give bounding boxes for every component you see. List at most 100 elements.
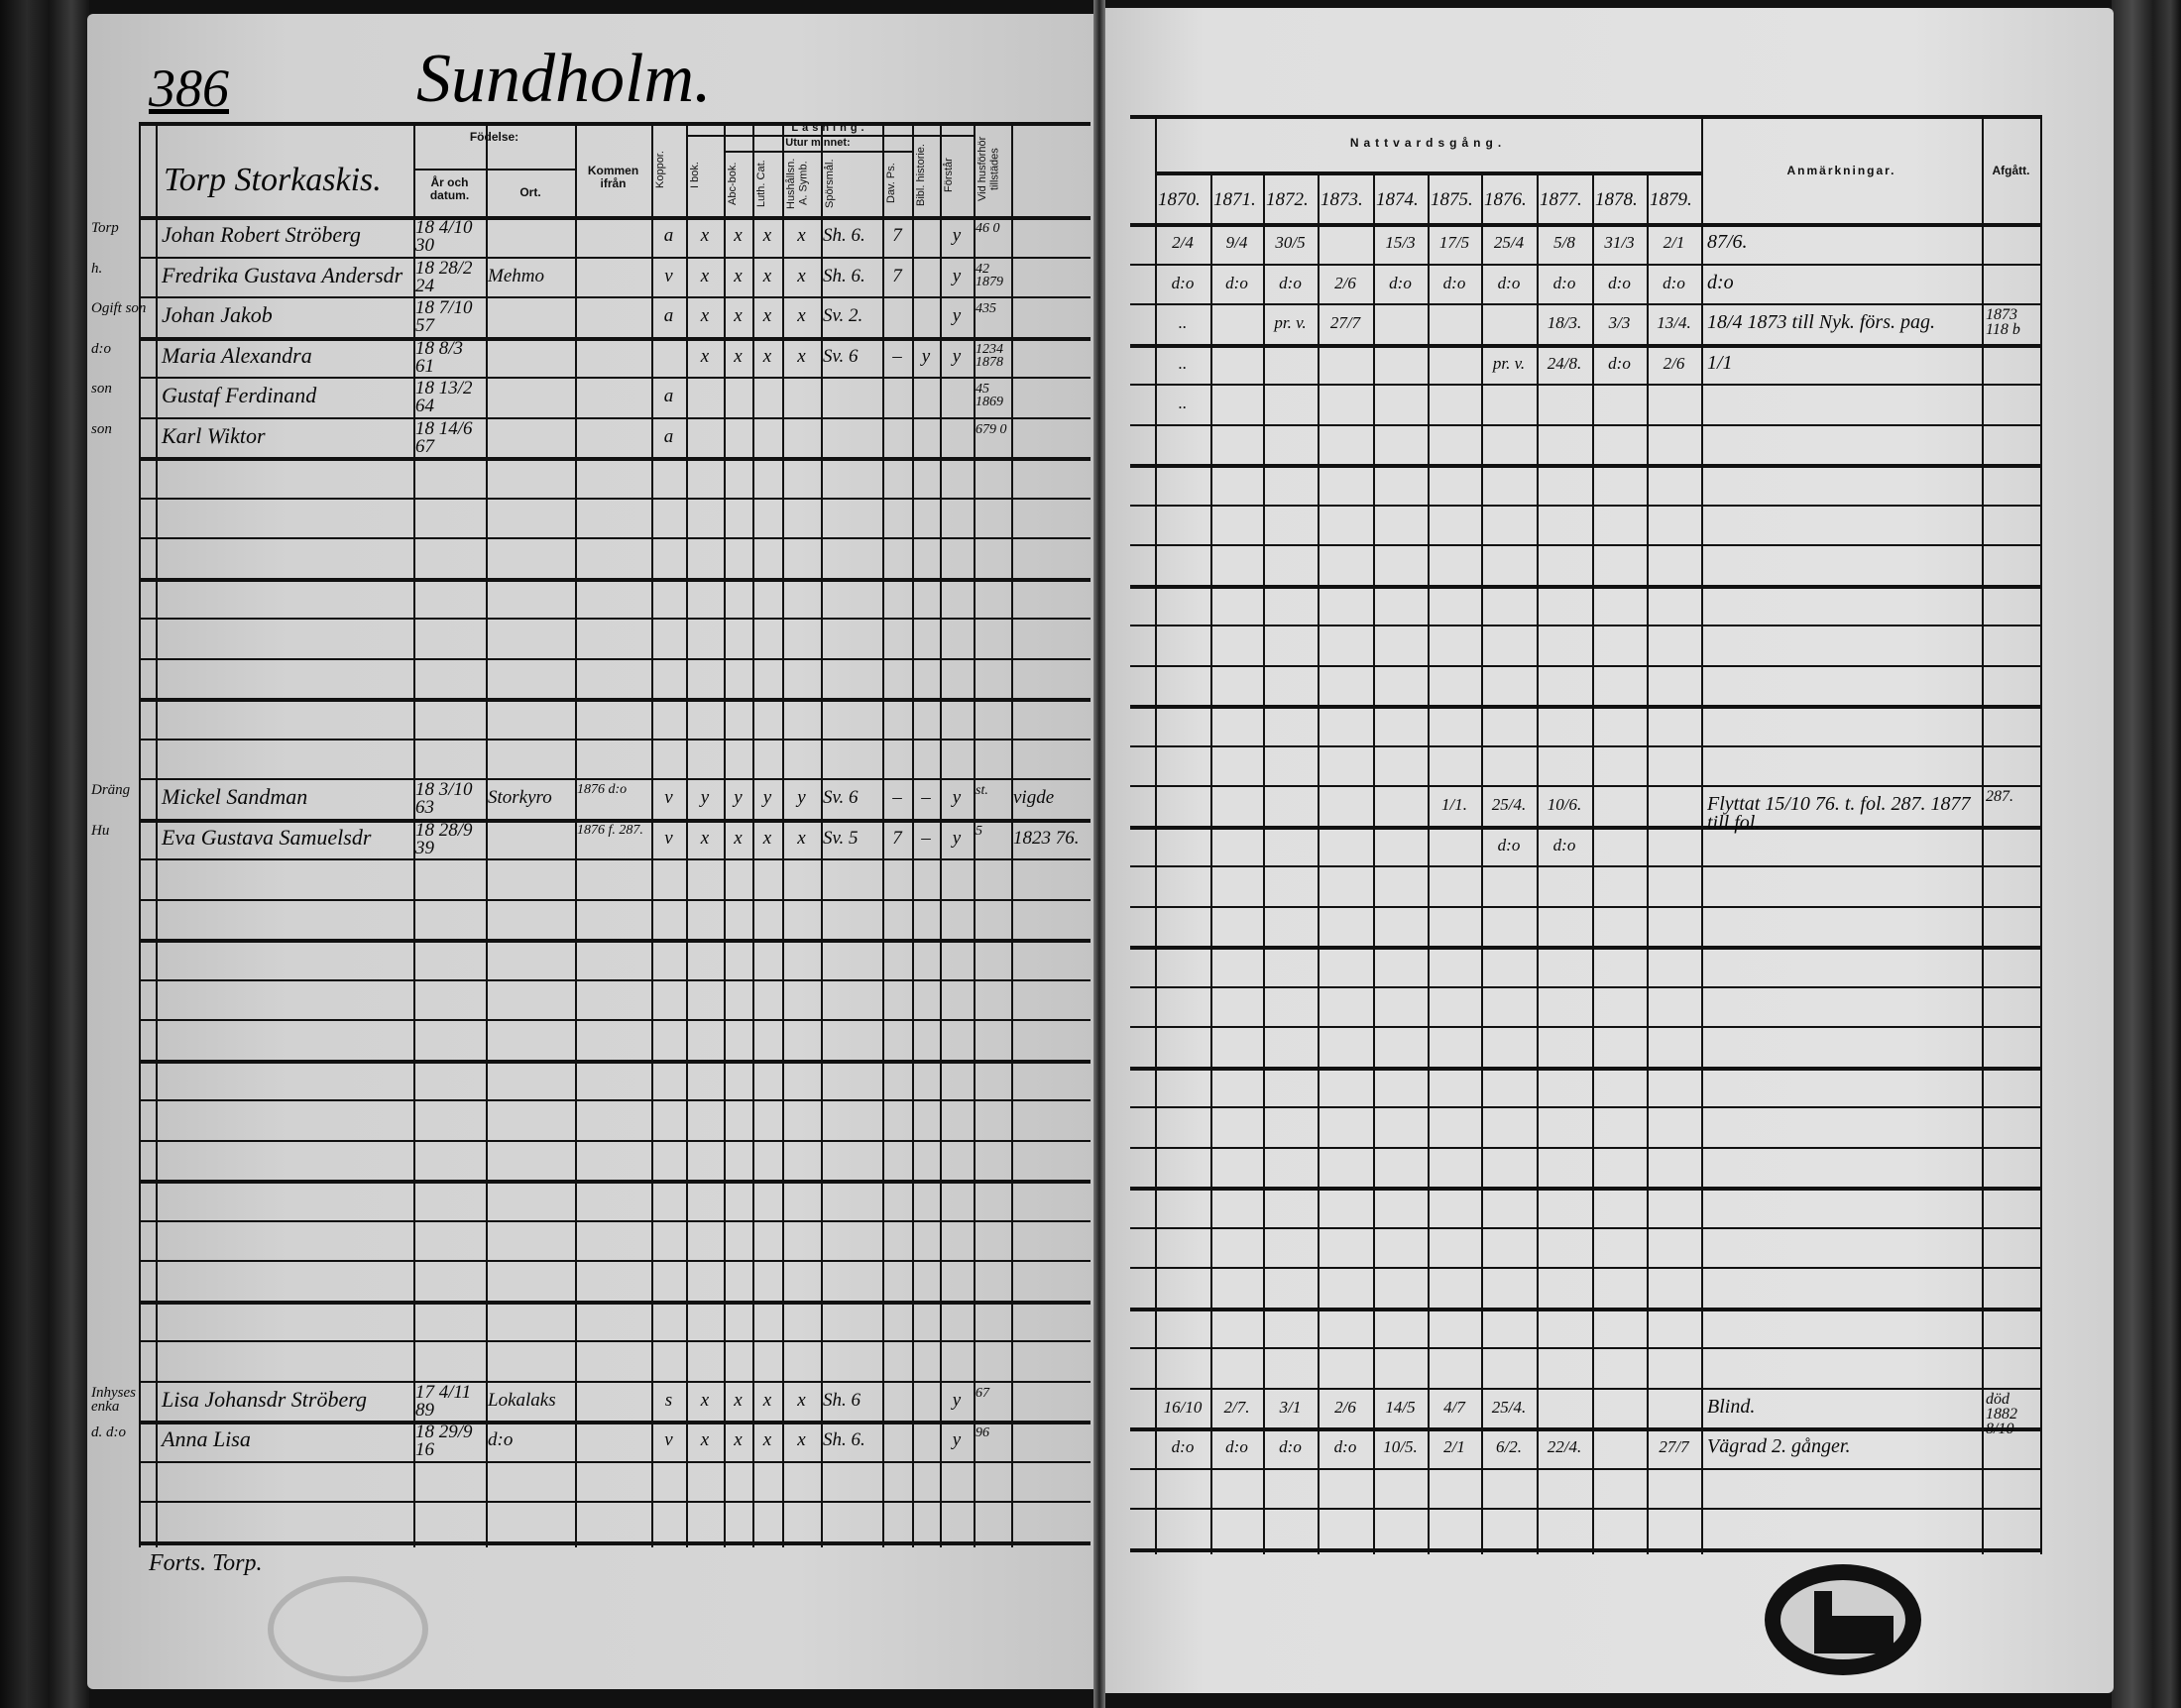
cell-year: 18 29/9 16: [415, 1422, 473, 1461]
left-page: [87, 14, 1095, 1689]
communion-date: 5/8: [1553, 233, 1575, 252]
cell-ort: d:o: [488, 1429, 514, 1450]
row-rule: [1130, 1427, 2040, 1431]
cell-dav: 7: [892, 827, 902, 849]
cell-husf: x: [797, 225, 806, 246]
cell-vid: 42 1879: [976, 261, 1003, 289]
cell-spors: Sh. 6.: [823, 225, 865, 246]
cell-year: 18 7/10 57: [415, 297, 473, 337]
column-rule: [686, 122, 688, 1547]
household-role: Dräng: [91, 782, 131, 798]
cell-vid: 679 0: [976, 421, 1007, 437]
header-nattvard: Nattvardsgång.: [1349, 136, 1507, 150]
cell-luth: x: [762, 225, 772, 246]
row-rule: [139, 537, 1090, 539]
row-rule: [139, 858, 1090, 860]
cell-spors: Sv. 6: [823, 787, 859, 808]
cell-abc: x: [734, 1389, 743, 1411]
header-year: 1875.: [1431, 189, 1473, 210]
row-rule: [139, 618, 1090, 620]
person-name: Gustaf Ferdinand: [162, 383, 317, 407]
header-ar: År och datum.: [429, 175, 470, 203]
cell-abc: x: [734, 1429, 743, 1450]
communion-date: 4/7: [1443, 1397, 1465, 1417]
cell-vid: 45 1869: [976, 382, 1003, 410]
cell-forstar: y: [952, 305, 962, 326]
communion-date: pr. v.: [1274, 313, 1307, 332]
cell-spors: Sv. 2.: [823, 305, 863, 326]
communion-date: 1/1.: [1441, 795, 1467, 814]
cell-year: 17 4/11 89: [415, 1381, 472, 1421]
cell-spors: Sv. 6: [823, 345, 859, 367]
remark: 87/6.: [1707, 231, 1748, 253]
communion-date: 16/10: [1163, 1397, 1203, 1417]
header-dav: Dav. Ps.: [885, 163, 897, 204]
communion-date: ..: [1178, 394, 1188, 412]
communion-date: ..: [1178, 313, 1188, 332]
header-kommen: Kommen ifrån: [587, 164, 639, 191]
communion-date: pr. v.: [1492, 353, 1526, 373]
cell-dav: –: [892, 787, 902, 808]
household-role: Hu: [91, 822, 110, 839]
cell-luth: y: [762, 787, 772, 808]
communion-date: 2/6: [1334, 273, 1356, 292]
communion-date: d:o: [1171, 1437, 1195, 1456]
row-rule: [1130, 423, 2040, 426]
communion-date: d:o: [1225, 1437, 1248, 1456]
cell-koppor: a: [663, 386, 674, 406]
communion-date: 6/2.: [1496, 1437, 1522, 1456]
row-rule: [139, 818, 1090, 823]
column-rule: [912, 122, 914, 1547]
column-rule: [1373, 171, 1375, 1554]
row-rule: [139, 416, 1090, 419]
communion-date: 9/4: [1225, 233, 1248, 252]
cell-husf: x: [797, 345, 806, 367]
row-rule: [139, 738, 1090, 740]
footer-continuation: Forts. Torp.: [149, 1550, 263, 1576]
column-rule: [940, 122, 942, 1547]
cell-year: 18 4/10 30: [415, 217, 473, 257]
header-utur-minnet: Utur minnet:: [785, 137, 851, 149]
utur-minnet-subrule: [724, 151, 912, 153]
person-name: Mickel Sandman: [162, 784, 308, 809]
cell-ibok: y: [700, 787, 710, 808]
household-role: son: [91, 381, 112, 397]
cell-ort: Mehmo: [488, 265, 544, 286]
header-bottom-rule: [139, 216, 1090, 220]
row-rule: [1130, 1187, 2040, 1191]
person-name: Karl Wiktor: [162, 422, 266, 448]
cell-forstar: y: [952, 265, 962, 286]
cell-luth: x: [762, 827, 772, 849]
row-rule: [139, 1340, 1090, 1342]
header-i_bok: I bok.: [689, 162, 701, 189]
cell-koppor: a: [663, 225, 674, 246]
person-name: Fredrika Gustava Andersdr: [162, 262, 403, 287]
cell-abc: x: [734, 827, 743, 849]
person-name: Johan Jakob: [162, 302, 273, 327]
cell-year: 18 8/3 61: [415, 337, 464, 377]
person-name: Maria Alexandra: [162, 342, 312, 368]
communion-date: 25/4.: [1491, 795, 1527, 814]
person-name: Eva Gustava Samuelsdr: [162, 824, 372, 850]
column-rule: [724, 122, 726, 1547]
row-rule: [139, 457, 1090, 461]
column-rule: [156, 122, 158, 1547]
cell-ibok: x: [700, 1429, 710, 1450]
cell-vid: 435: [976, 301, 996, 316]
communion-date: d:o: [1279, 273, 1302, 292]
communion-date: d:o: [1497, 835, 1521, 854]
row-rule: [139, 978, 1090, 981]
cell-koppor: a: [663, 305, 674, 326]
header-bibl: Bibl. historie.: [915, 144, 927, 207]
left-border: [139, 122, 141, 1547]
cell-year: 18 13/2 64: [415, 378, 473, 417]
cell-ibok: x: [700, 345, 710, 367]
row-rule: [1130, 905, 2040, 908]
page-title: Sundholm.: [416, 41, 712, 117]
header-koppor: Koppor.: [654, 151, 666, 188]
person-name: Lisa Johansdr Ströberg: [162, 1386, 367, 1412]
cell-year: 18 28/2 24: [415, 257, 473, 296]
communion-date: d:o: [1225, 273, 1248, 292]
column-rule: [1210, 171, 1212, 1554]
row-rule: [1130, 504, 2040, 507]
